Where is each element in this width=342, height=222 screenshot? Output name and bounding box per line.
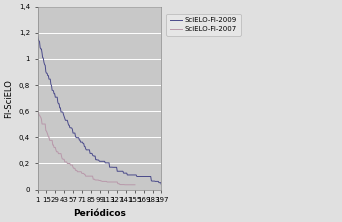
- SciELO-Fi-2009: [38, 46, 42, 49]
- Legend: SciELO-Fi-2009, SciELO-Fi-2007: SciELO-Fi-2009, SciELO-Fi-2007: [166, 14, 241, 36]
- SciELO-Fi-2009: [147, 175, 152, 178]
- SciELO-Fi-2007: [36, 108, 40, 111]
- SciELO-Fi-2007: [133, 183, 137, 186]
- SciELO-Fi-2007: [124, 183, 128, 186]
- SciELO-Fi-2007: [122, 183, 126, 186]
- SciELO-Fi-2009: [39, 48, 43, 50]
- SciELO-Fi-2007: [117, 182, 121, 185]
- SciELO-Fi-2007: [123, 183, 127, 186]
- SciELO-Fi-2009: [123, 172, 128, 174]
- Line: SciELO-Fi-2007: SciELO-Fi-2007: [38, 110, 135, 185]
- SciELO-Fi-2007: [130, 183, 134, 186]
- Y-axis label: FI-SciELO: FI-SciELO: [4, 79, 13, 118]
- X-axis label: Periódicos: Periódicos: [73, 209, 126, 218]
- SciELO-Fi-2009: [36, 34, 40, 37]
- Line: SciELO-Fi-2009: SciELO-Fi-2009: [38, 36, 161, 185]
- SciELO-Fi-2007: [103, 180, 107, 183]
- SciELO-Fi-2009: [57, 102, 61, 105]
- SciELO-Fi-2009: [62, 115, 66, 118]
- SciELO-Fi-2007: [82, 173, 87, 176]
- SciELO-Fi-2009: [159, 184, 163, 186]
